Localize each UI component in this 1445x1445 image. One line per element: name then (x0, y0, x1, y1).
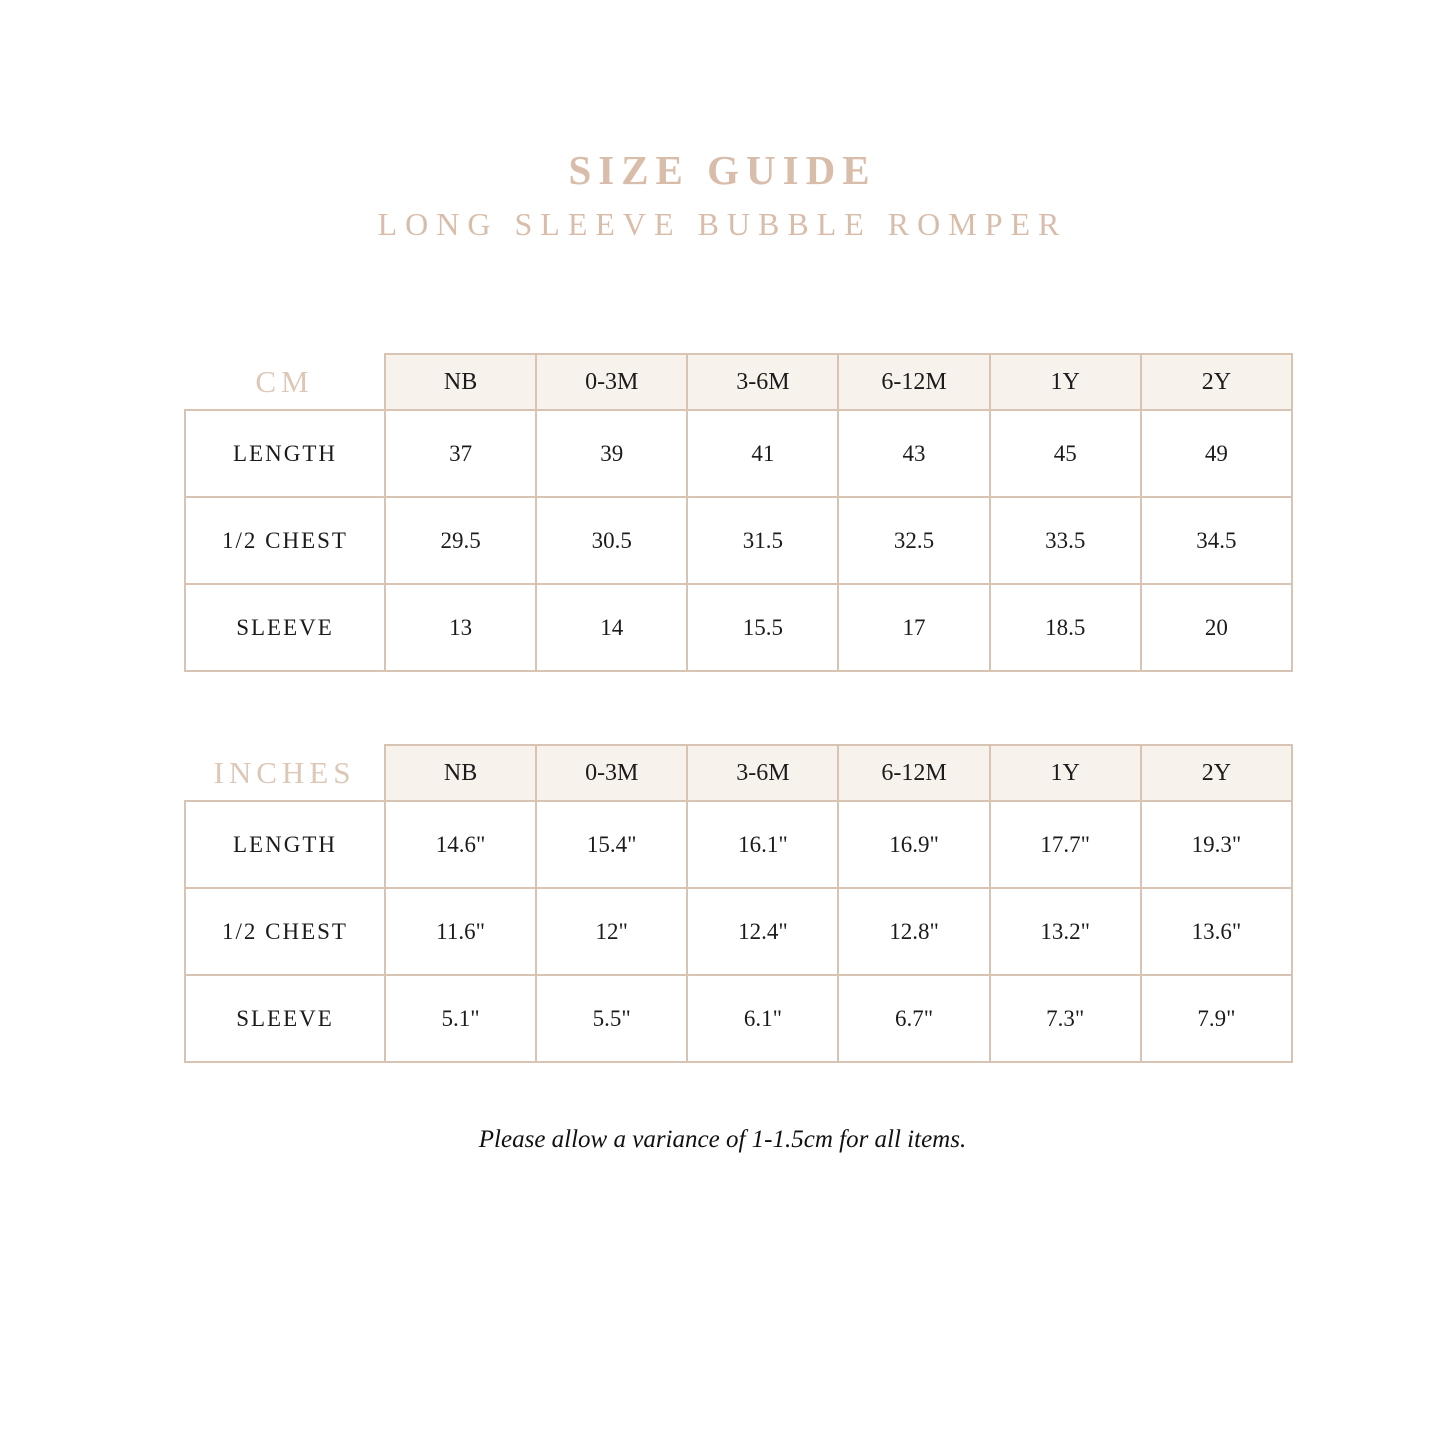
measurement-value: 39 (535, 409, 689, 498)
measurement-value: 19.3" (1139, 800, 1294, 889)
measurement-value: 5.5" (535, 974, 689, 1063)
row-label-length: LENGTH (184, 409, 386, 498)
measurement-value: 15.5 (686, 583, 840, 672)
unit-label-cm: CM (255, 363, 314, 399)
table-row-sleeve-inches: SLEEVE 5.1" 5.5" 6.1" 6.7" 7.3" 7.9" (184, 974, 1294, 1063)
cm-header-row: CM NB 0-3M 3-6M 6-12M 1Y 2Y (185, 353, 1294, 411)
table-row-length-cm: LENGTH 37 39 41 43 45 49 (184, 409, 1294, 498)
row-label-length: LENGTH (184, 800, 386, 889)
measurement-value: 6.7" (837, 974, 991, 1063)
measurement-value: 17.7" (988, 800, 1142, 889)
measurement-value: 5.1" (383, 974, 538, 1063)
measurement-value: 11.6" (383, 887, 538, 976)
measurement-value: 14.6" (383, 800, 538, 889)
size-column-header: 1Y (988, 744, 1142, 802)
size-column-header: 0-3M (535, 744, 689, 802)
size-column-header: 2Y (1139, 744, 1294, 802)
size-column-header: 3-6M (686, 744, 840, 802)
measurement-value: 41 (686, 409, 840, 498)
measurement-value: 16.1" (686, 800, 840, 889)
measurement-value: 13.2" (988, 887, 1142, 976)
measurement-value: 32.5 (837, 496, 991, 585)
size-column-header: 3-6M (686, 353, 840, 411)
unit-label-inches: INCHES (213, 754, 356, 790)
measurement-value: 31.5 (686, 496, 840, 585)
size-column-header: 0-3M (535, 353, 689, 411)
size-column-header: NB (383, 353, 538, 411)
measurement-value: 34.5 (1139, 496, 1294, 585)
measurement-value: 7.9" (1139, 974, 1294, 1063)
page-subtitle: LONG SLEEVE BUBBLE ROMPER (377, 206, 1068, 242)
table-row-sleeve-cm: SLEEVE 13 14 15.5 17 18.5 20 (184, 583, 1294, 672)
measurement-value: 33.5 (988, 496, 1142, 585)
measurement-value: 14 (535, 583, 689, 672)
measurement-value: 37 (383, 409, 538, 498)
measurement-value: 7.3" (988, 974, 1142, 1063)
cm-size-table: CM NB 0-3M 3-6M 6-12M 1Y 2Y LENGTH 37 39… (184, 353, 1294, 672)
measurement-value: 13 (383, 583, 538, 672)
table-row-length-inches: LENGTH 14.6" 15.4" 16.1" 16.9" 17.7" 19.… (184, 800, 1294, 889)
inches-header-row: INCHES NB 0-3M 3-6M 6-12M 1Y 2Y (185, 744, 1294, 802)
measurement-value: 45 (988, 409, 1142, 498)
measurement-value: 17 (837, 583, 991, 672)
row-label-half-chest: 1/2 CHEST (184, 887, 386, 976)
size-column-header: 6-12M (837, 353, 991, 411)
measurement-value: 43 (837, 409, 991, 498)
size-column-header: 6-12M (837, 744, 991, 802)
measurement-value: 12.4" (686, 887, 840, 976)
variance-note: Please allow a variance of 1-1.5cm for a… (478, 1126, 967, 1153)
row-label-half-chest: 1/2 CHEST (184, 496, 386, 585)
inches-size-table: INCHES NB 0-3M 3-6M 6-12M 1Y 2Y LENGTH 1… (184, 744, 1294, 1063)
size-column-header: NB (383, 744, 538, 802)
measurement-value: 29.5 (383, 496, 538, 585)
row-label-sleeve: SLEEVE (184, 974, 386, 1063)
measurement-value: 13.6" (1139, 887, 1294, 976)
measurement-value: 12.8" (837, 887, 991, 976)
measurement-value: 20 (1139, 583, 1294, 672)
row-label-sleeve: SLEEVE (184, 583, 386, 672)
size-column-header: 1Y (988, 353, 1142, 411)
measurement-value: 16.9" (837, 800, 991, 889)
measurement-value: 30.5 (535, 496, 689, 585)
measurement-value: 12" (535, 887, 689, 976)
measurement-value: 49 (1139, 409, 1294, 498)
measurement-value: 15.4" (535, 800, 689, 889)
size-column-header: 2Y (1139, 353, 1294, 411)
measurement-value: 18.5 (988, 583, 1142, 672)
measurement-value: 6.1" (686, 974, 840, 1063)
table-row-half-chest-inches: 1/2 CHEST 11.6" 12" 12.4" 12.8" 13.2" 13… (184, 887, 1294, 976)
table-row-half-chest-cm: 1/2 CHEST 29.5 30.5 31.5 32.5 33.5 34.5 (184, 496, 1294, 585)
page-title: SIZE GUIDE (568, 147, 877, 193)
